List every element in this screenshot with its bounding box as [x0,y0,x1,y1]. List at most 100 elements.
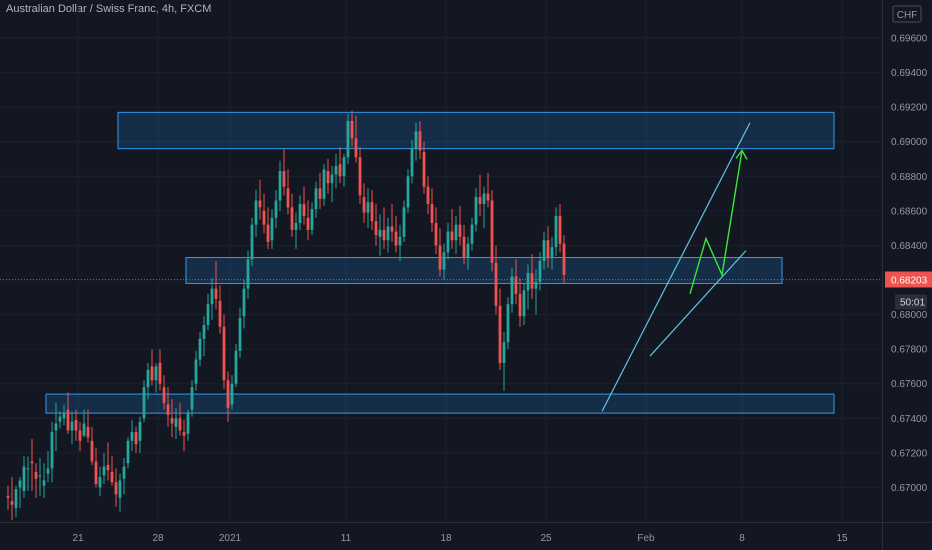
candle-body [98,477,102,488]
candle-body [502,342,506,363]
candle-body [146,369,150,388]
candle-body [110,471,114,483]
candle-body [410,148,414,177]
candle-body [306,217,310,230]
candle-body [394,231,398,246]
y-tick-label: 0.69600 [891,34,928,45]
candle-body [78,430,82,441]
chart-title: Australian Dollar / Swiss Franc, 4h, FXC… [6,3,212,15]
candle-body [442,252,446,270]
candle-body [106,464,110,471]
candle-body [38,475,42,477]
candle-body [142,387,146,419]
candle-body [218,300,222,327]
candle-body [170,418,174,424]
candle-body [62,413,66,419]
zone-rect [45,393,835,414]
candle-body [302,203,306,217]
candle-body [118,480,122,498]
countdown-tag [895,294,927,310]
candle-body [226,380,230,408]
candle-body [114,482,118,495]
candle-body [362,197,366,213]
candle-body [190,387,194,410]
y-tick-label: 0.67800 [891,345,928,356]
candle-body [378,229,382,237]
x-tick-label: 8 [739,533,745,544]
y-tick-label: 0.68800 [891,172,928,183]
candle-body [366,202,370,213]
candle-body [34,471,38,479]
x-tick-label: 25 [540,533,552,544]
candle-body [526,273,530,291]
candle-body [422,152,426,187]
candle-body [470,224,474,244]
y-tick-label: 0.67000 [891,483,928,494]
candle-body [494,262,498,306]
candle-body [406,176,410,208]
candle-body [330,174,334,184]
y-tick-label: 0.68000 [891,310,928,321]
x-tick-label: 28 [152,533,164,544]
candle-body [326,171,330,184]
candle-body [490,200,494,263]
y-tick-label: 0.68400 [891,241,928,252]
channel-line [601,122,751,412]
candle-body [294,222,298,230]
candle-body [154,366,158,381]
candle-body [450,231,454,241]
candle-body [514,276,518,294]
candle-body [498,305,502,363]
x-tick-label: 2021 [219,533,242,544]
candle-body [314,188,318,210]
candle-body [74,420,78,431]
candle-body [434,222,438,246]
candle-body [374,221,378,236]
candle-body [550,247,554,258]
candle-body [438,245,442,270]
x-tick-label: 18 [440,533,452,544]
candle-body [538,261,542,282]
x-tick-label: Feb [637,533,655,544]
candle-body [242,288,246,317]
candle-body [214,288,218,300]
candle-body [558,216,562,244]
candle-body [90,440,94,462]
candle-body [126,440,130,464]
candle-body [458,224,462,237]
candle-body [70,421,74,431]
candle-body [82,423,86,436]
candle-body [158,362,162,384]
candle-body [274,200,278,218]
candle-body [322,169,326,199]
projection-arrowhead [735,149,748,160]
candle-body [478,197,482,204]
candle-body [530,273,534,289]
candle-body [482,193,486,204]
candle-body [254,200,258,225]
candle-body [390,226,394,232]
candle-body [486,193,490,201]
candle-body [430,203,434,223]
candle-body [534,281,538,289]
y-tick-label: 0.69000 [891,137,928,148]
candle-body [130,432,134,441]
candle-body [10,501,14,505]
candle-body [162,387,166,403]
candle-body [246,259,250,289]
y-tick-label: 0.67200 [891,448,928,459]
candle-body [350,120,354,139]
y-tick-label: 0.67600 [891,379,928,390]
price-tag-label: 0.68203 [891,275,928,286]
candle-body [42,480,46,486]
candle-body [338,164,342,177]
candle-body [258,200,262,208]
channel-line [649,250,747,357]
candle-body [382,229,386,241]
candle-body [426,186,430,204]
zone-rect [117,111,835,150]
candle-body [310,209,314,230]
candle-body [554,216,558,248]
projection-path [689,150,743,295]
